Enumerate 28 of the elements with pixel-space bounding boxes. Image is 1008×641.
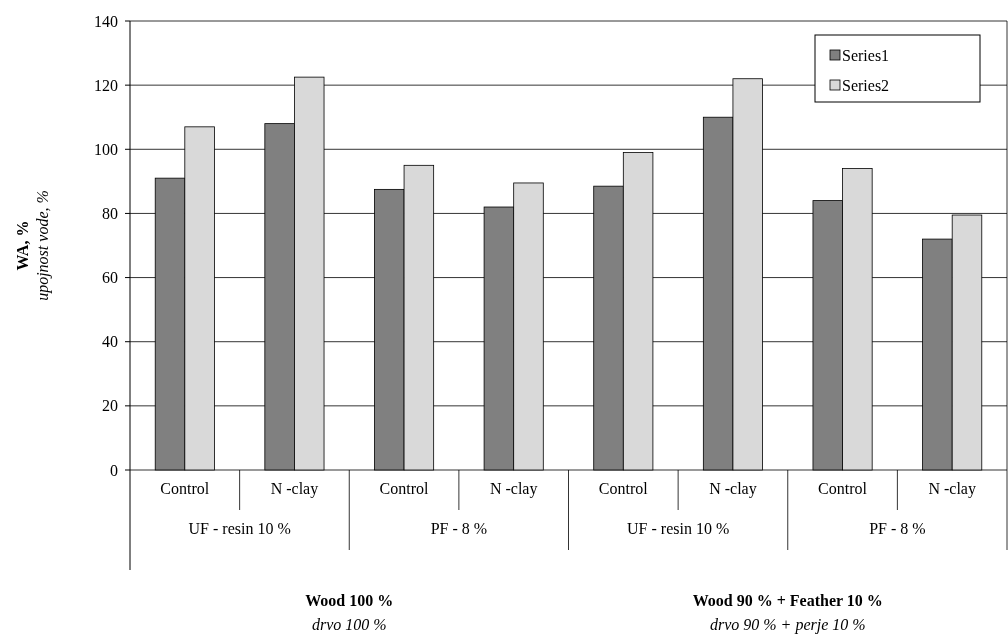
- x-tick-label: N -clay: [709, 480, 757, 498]
- legend-label: Series1: [842, 46, 890, 64]
- x-tick-label: Control: [160, 480, 210, 497]
- x-tick-label: N -clay: [928, 480, 976, 498]
- y-tick-label: 120: [94, 76, 118, 94]
- legend-label: Series2: [842, 76, 890, 94]
- text: drvo 100 %: [311, 616, 387, 633]
- x-tick-label: N -clay: [489, 480, 538, 498]
- x-tick-label: Control: [379, 480, 430, 497]
- text: upojnost vode, %: [34, 190, 52, 301]
- y-axis-title: WA, %: [14, 220, 31, 271]
- text: PF - 8 %: [869, 520, 926, 537]
- y-tick-label: 80: [102, 205, 118, 223]
- x-tick-label: Control: [818, 480, 868, 497]
- x-tick-label: Control: [598, 480, 649, 497]
- y-tick-label: 100: [94, 140, 118, 158]
- text: PF - 8 %: [430, 520, 488, 537]
- y-tick-label: 20: [102, 397, 118, 415]
- y-tick-label: 0: [110, 461, 118, 479]
- text: UF - resin 10 %: [627, 520, 730, 537]
- text: Wood 90 % + Feather 10 %: [692, 592, 883, 609]
- text: drvo 90 % + perje 10 %: [709, 616, 866, 634]
- text: UF - resin 10 %: [188, 520, 291, 537]
- text: Wood 100 %: [305, 592, 394, 609]
- y-tick-label: 140: [94, 12, 118, 30]
- y-tick-label: 60: [102, 269, 118, 287]
- x-tick-label: N -clay: [270, 480, 319, 498]
- y-tick-label: 40: [102, 333, 118, 351]
